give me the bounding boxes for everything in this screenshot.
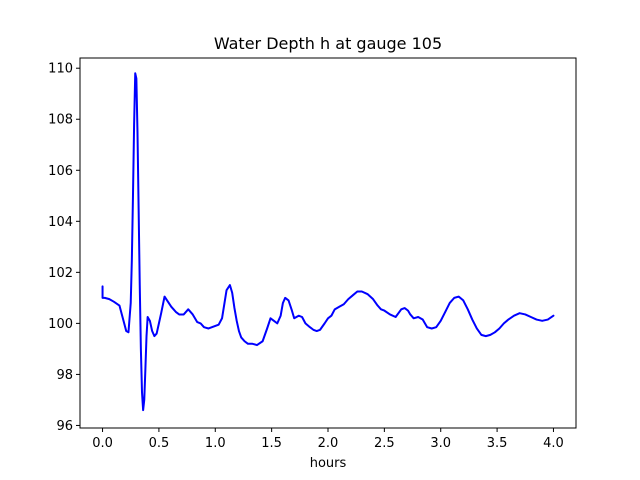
x-tick-label: 4.0 xyxy=(543,436,564,451)
y-tick-label: 102 xyxy=(48,266,73,281)
y-tick-label: 96 xyxy=(56,419,73,434)
y-tick-label: 100 xyxy=(48,317,73,332)
y-tick-label: 108 xyxy=(48,113,73,128)
x-tick-label: 2.5 xyxy=(374,436,395,451)
x-tick-label: 0.0 xyxy=(92,436,113,451)
y-tick-label: 104 xyxy=(48,215,73,230)
x-tick-label: 3.0 xyxy=(430,436,451,451)
x-tick-label: 3.5 xyxy=(487,436,508,451)
x-tick-label: 2.0 xyxy=(318,436,339,451)
x-axis: 0.0 0.5 1.0 1.5 2.0 2.5 3.0 3.5 4.0 xyxy=(92,428,564,451)
y-tick-label: 98 xyxy=(56,368,73,383)
x-axis-label: hours xyxy=(310,456,347,471)
y-tick-label: 110 xyxy=(48,62,73,77)
y-axis: 96 98 100 102 104 106 108 110 xyxy=(48,62,80,434)
x-tick-label: 1.5 xyxy=(261,436,282,451)
x-tick-label: 1.0 xyxy=(205,436,226,451)
plot-area xyxy=(101,72,555,412)
y-tick-label: 106 xyxy=(48,164,73,179)
series-line-0 xyxy=(101,72,555,412)
x-tick-label: 0.5 xyxy=(149,436,170,451)
chart-title: Water Depth h at gauge 105 xyxy=(214,34,442,53)
